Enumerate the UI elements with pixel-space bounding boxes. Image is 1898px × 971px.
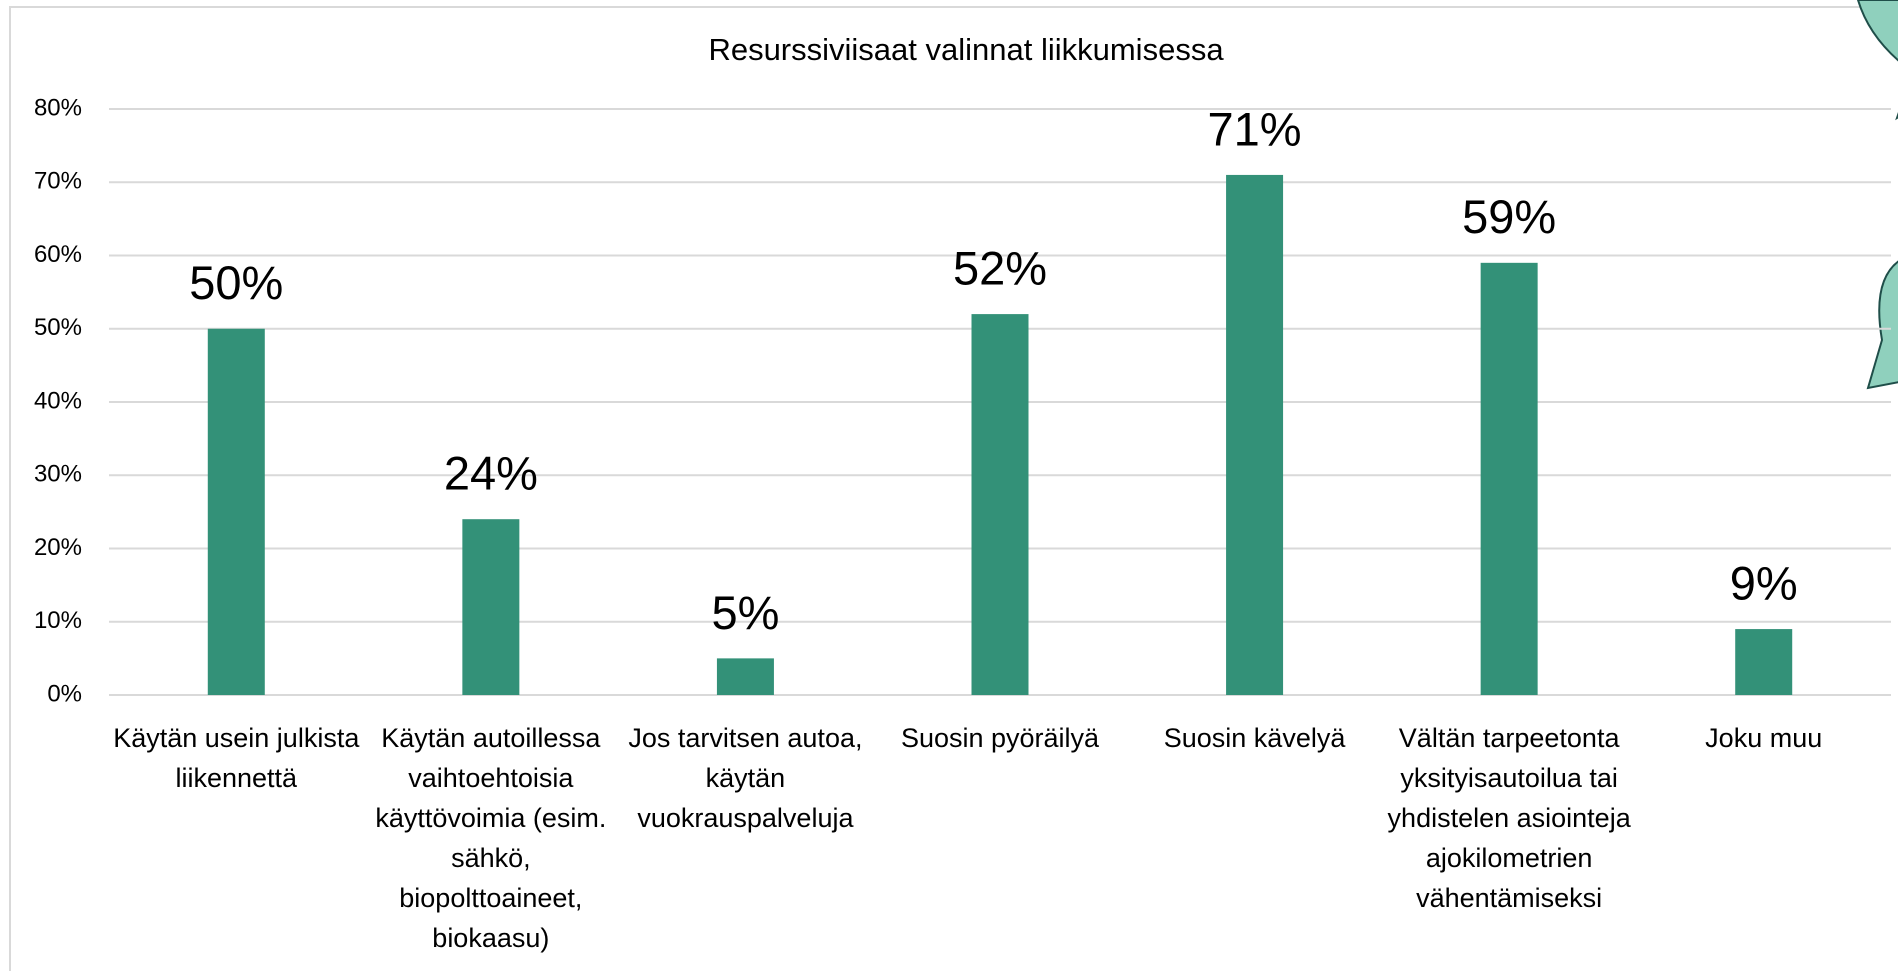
y-tick-label: 70% — [34, 168, 82, 195]
y-tick-label: 60% — [34, 241, 82, 268]
y-tick-label: 50% — [34, 314, 82, 341]
bar — [1226, 174, 1284, 696]
y-tick-label: 30% — [34, 461, 82, 488]
x-tick-label: Suosin pyöräilyä — [900, 723, 1100, 753]
y-tick-label: 80% — [34, 94, 82, 121]
chart-title: Resurssiviisaat valinnat liikkumisessa — [708, 32, 1224, 67]
data-label: 24% — [444, 447, 538, 500]
data-label: 50% — [189, 256, 283, 309]
decor-bubble — [1866, 260, 1898, 390]
bar — [207, 328, 265, 695]
x-tick-label: Käytän autoillessa vaihtoehtoisia käyttö… — [375, 723, 607, 953]
y-tick-label: 20% — [34, 534, 82, 561]
bar — [1735, 629, 1793, 695]
x-tick-label: Vältän tarpeetonta yksityisautoilua tai … — [1387, 723, 1631, 913]
y-tick-label: 0% — [47, 680, 82, 707]
y-tick-label: 40% — [34, 387, 82, 414]
chart-frame — [9, 6, 1898, 971]
bar — [1480, 262, 1538, 695]
x-tick-label: Käytän usein julkista liikennettä — [113, 723, 360, 793]
data-label: 5% — [711, 586, 779, 639]
bar — [716, 658, 774, 695]
x-tick-label: Suosin kävelyä — [1163, 723, 1346, 753]
y-tick-label: 10% — [34, 607, 82, 634]
x-tick-label: Joku muu — [1705, 723, 1823, 753]
data-label: 52% — [953, 242, 1047, 295]
data-label: 9% — [1730, 556, 1798, 609]
x-tick-label: Jos tarvitsen autoa, käytän vuokrauspalv… — [628, 723, 863, 833]
data-label: 71% — [1208, 102, 1302, 155]
decor-bubble — [1856, 0, 1898, 62]
data-label: 59% — [1462, 190, 1556, 243]
bar — [462, 519, 520, 695]
bar — [971, 314, 1029, 695]
